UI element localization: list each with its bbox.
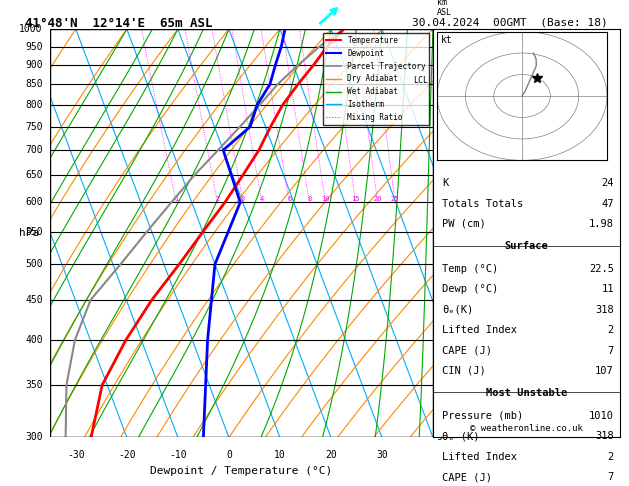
Text: θₑ (K): θₑ (K) [442, 431, 480, 441]
Text: CAPE (J): CAPE (J) [442, 472, 493, 482]
Text: θₑ(K): θₑ(K) [442, 305, 474, 315]
Text: -30: -30 [67, 450, 85, 460]
Text: 400: 400 [25, 335, 43, 345]
Text: 15: 15 [352, 196, 360, 202]
Text: Lifted Index: Lifted Index [442, 451, 517, 462]
Text: © weatheronline.co.uk: © weatheronline.co.uk [470, 424, 582, 434]
Text: Lifted Index: Lifted Index [442, 325, 517, 335]
Text: 7: 7 [437, 326, 443, 336]
Text: 550: 550 [25, 227, 43, 237]
Text: 22.5: 22.5 [589, 264, 614, 274]
Text: Mixing Ratio (g/kg): Mixing Ratio (g/kg) [454, 186, 462, 281]
Text: 7: 7 [608, 346, 614, 356]
Text: 2: 2 [215, 196, 220, 202]
Text: hPa: hPa [19, 228, 40, 238]
Text: 600: 600 [25, 197, 43, 208]
Text: 750: 750 [25, 122, 43, 132]
Text: 7: 7 [608, 472, 614, 482]
Text: 1: 1 [437, 60, 443, 70]
Text: Totals Totals: Totals Totals [442, 199, 523, 208]
Text: 4: 4 [260, 196, 264, 202]
Text: CIN (J): CIN (J) [442, 366, 486, 376]
Text: 800: 800 [25, 100, 43, 110]
Text: km
ASL: km ASL [437, 0, 452, 17]
Text: Dewpoint / Temperature (°C): Dewpoint / Temperature (°C) [150, 466, 333, 476]
Text: Most Unstable: Most Unstable [486, 388, 567, 399]
Text: 500: 500 [25, 259, 43, 269]
Text: 950: 950 [25, 41, 43, 52]
Text: 47: 47 [601, 199, 614, 208]
Text: 3: 3 [437, 145, 443, 155]
Text: LCL: LCL [413, 76, 428, 85]
Text: 10: 10 [274, 450, 286, 460]
Text: 6: 6 [287, 196, 291, 202]
Text: 6: 6 [437, 279, 443, 289]
Text: 10: 10 [321, 196, 330, 202]
Text: CAPE (J): CAPE (J) [442, 346, 493, 356]
Text: 0: 0 [226, 450, 232, 460]
Text: K: K [442, 178, 448, 188]
Text: 4: 4 [437, 189, 443, 198]
Text: 25: 25 [391, 196, 399, 202]
Text: 1.98: 1.98 [589, 219, 614, 229]
Text: 1000: 1000 [19, 24, 43, 34]
Text: Temp (°C): Temp (°C) [442, 264, 499, 274]
Text: 20: 20 [325, 450, 337, 460]
Text: 318: 318 [595, 431, 614, 441]
Text: 3: 3 [241, 196, 245, 202]
Legend: Temperature, Dewpoint, Parcel Trajectory, Dry Adiabat, Wet Adiabat, Isotherm, Mi: Temperature, Dewpoint, Parcel Trajectory… [323, 33, 429, 125]
Text: 11: 11 [601, 284, 614, 295]
Text: -20: -20 [118, 450, 136, 460]
Text: 450: 450 [25, 295, 43, 305]
Text: 9: 9 [437, 433, 443, 442]
Text: 900: 900 [25, 60, 43, 70]
Text: 2: 2 [437, 102, 443, 112]
Text: 850: 850 [25, 79, 43, 89]
Text: 300: 300 [25, 433, 43, 442]
Text: 30: 30 [376, 450, 388, 460]
Text: Dewp (°C): Dewp (°C) [442, 284, 499, 295]
Text: PW (cm): PW (cm) [442, 219, 486, 229]
Text: 5: 5 [437, 233, 443, 243]
Text: 2: 2 [608, 325, 614, 335]
Text: -10: -10 [169, 450, 187, 460]
Text: 318: 318 [595, 305, 614, 315]
Text: 2: 2 [608, 451, 614, 462]
Text: 8: 8 [308, 196, 311, 202]
Text: kt: kt [440, 35, 452, 46]
Text: 1: 1 [174, 196, 179, 202]
Text: 350: 350 [25, 380, 43, 390]
Text: Surface: Surface [504, 242, 548, 251]
Text: 20: 20 [374, 196, 382, 202]
Text: Pressure (mb): Pressure (mb) [442, 411, 523, 421]
Text: 107: 107 [595, 366, 614, 376]
Text: 30.04.2024  00GMT  (Base: 18): 30.04.2024 00GMT (Base: 18) [412, 17, 608, 27]
Text: 8: 8 [437, 374, 443, 384]
Text: 650: 650 [25, 170, 43, 180]
Text: 24: 24 [601, 178, 614, 188]
Text: 700: 700 [25, 145, 43, 155]
Text: 41°48'N  12°14'E  65m ASL: 41°48'N 12°14'E 65m ASL [25, 17, 213, 30]
Text: 1010: 1010 [589, 411, 614, 421]
